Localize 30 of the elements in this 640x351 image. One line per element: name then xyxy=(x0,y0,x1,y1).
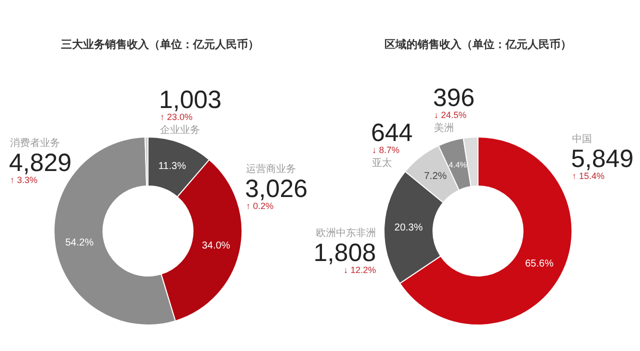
text: ↑ 15.4% xyxy=(572,171,605,181)
chart-title: 三大业务销售收入（单位：亿元人民币） xyxy=(61,38,259,51)
text: ↓ 8.7% xyxy=(372,145,400,155)
data-label: 20.3% xyxy=(394,222,423,234)
chart-title: 区域的销售收入（单位：亿元人民币） xyxy=(384,38,572,51)
text: ↑ 0.2% xyxy=(246,201,274,211)
text: ↓ 12.2% xyxy=(343,265,376,275)
text: ↓ 24.5% xyxy=(434,110,467,120)
slice-label: 中国 xyxy=(572,133,592,145)
data-label: 4.4% xyxy=(448,160,467,170)
text: ↑ 3.3% xyxy=(10,175,38,185)
slice-label: 欧洲中东非洲 xyxy=(316,227,376,239)
slice-label: 亚太 xyxy=(372,157,392,169)
text: 4,829 xyxy=(9,149,72,177)
text: 3,026 xyxy=(245,175,308,203)
data-label: 34.0% xyxy=(202,240,230,252)
data-label: 65.6% xyxy=(525,258,554,270)
text: 5,849 xyxy=(571,145,634,173)
text: 644 xyxy=(371,119,413,147)
text: 1,003 xyxy=(159,86,222,114)
text: 1,808 xyxy=(313,239,376,267)
text: ↑ 23.0% xyxy=(160,112,193,122)
slice-label: 企业业务 xyxy=(160,124,200,136)
data-label: 54.2% xyxy=(65,237,94,248)
text: 396 xyxy=(433,84,475,112)
data-label: 11.3% xyxy=(158,160,186,172)
slice-label: 运营商业务 xyxy=(246,163,296,175)
slice-label: 消费者业务 xyxy=(10,137,60,149)
data-label: 7.2% xyxy=(424,171,447,182)
slice-label: 美洲 xyxy=(434,122,454,134)
